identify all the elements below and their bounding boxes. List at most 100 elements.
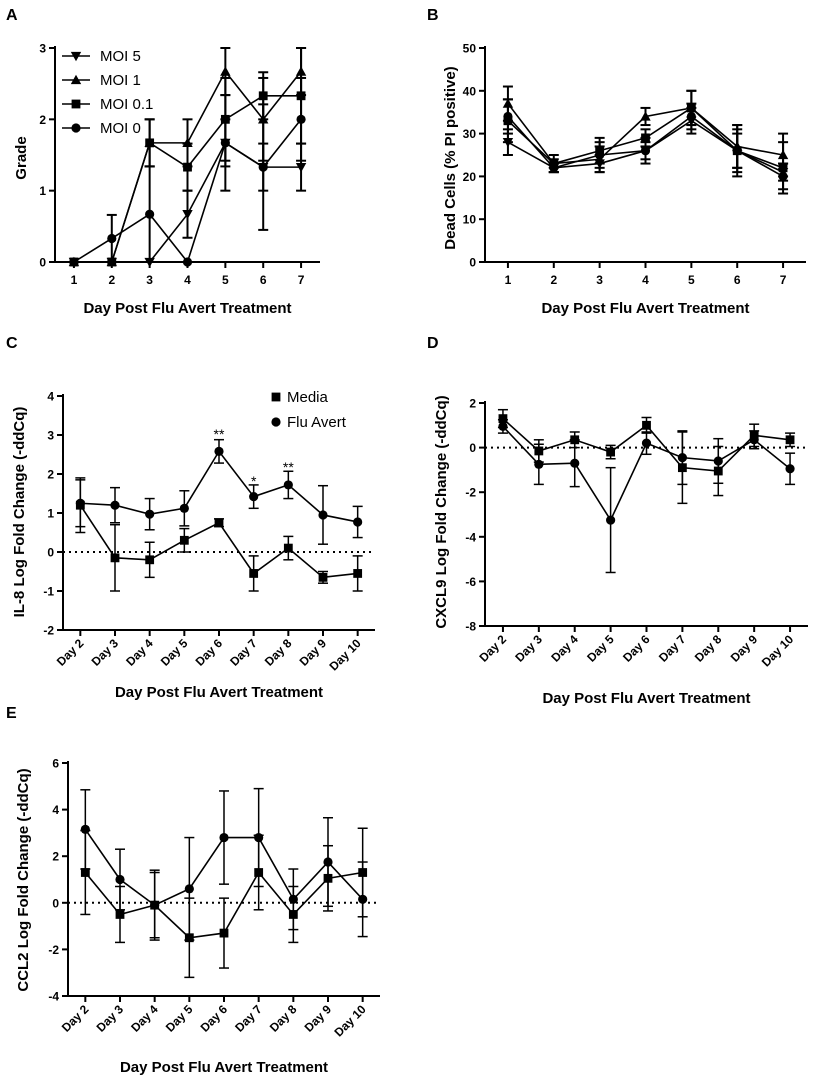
data-point-flu-avert (323, 857, 333, 867)
series-line-media (79, 504, 358, 579)
y-tick-label: 6 (52, 757, 59, 771)
data-point-media (249, 569, 259, 578)
x-tick-label: 2 (550, 273, 557, 287)
legend-marker-moi-0 (71, 123, 81, 133)
data-point-flu-avert (80, 824, 90, 835)
data-point-moi-5 (182, 210, 193, 220)
y-tick-label: 0 (52, 896, 59, 910)
y-tick-label: -2 (465, 486, 476, 500)
data-point-moi-0 (69, 257, 79, 267)
x-tick-label: Day 4 (128, 1002, 161, 1035)
data-point-moi-0 (640, 146, 651, 156)
x-axis-title: Day Post Flu Avert Treatment (541, 300, 749, 317)
x-tick-label: Day 9 (728, 632, 761, 665)
panel-a: A 0 1 2 3 1 2 3 4 5 6 7 Day Post Flu Avert Treatment… (6, 7, 320, 317)
data-point-media (80, 868, 90, 877)
data-point-flu-avert (75, 498, 85, 508)
data-point-moi-0 (296, 114, 306, 124)
series-flu-avert (497, 418, 796, 574)
data-point-flu-avert (145, 509, 155, 519)
y-tick-label: -4 (48, 990, 59, 1004)
data-point-media (318, 572, 328, 582)
x-tick-label: Day 8 (267, 1002, 300, 1035)
data-point-moi-0 (145, 209, 155, 219)
legend-marker-moi-1 (70, 74, 82, 85)
x-tick-label: 5 (688, 273, 695, 287)
legend: Media Flu Avert (271, 389, 347, 431)
data-point-moi-0 (182, 257, 193, 267)
y-axis-title: CXCL9 Log Fold Change (-ddCq) (433, 395, 450, 628)
data-point-media (283, 543, 293, 553)
y-tick-label: 2 (52, 850, 59, 864)
data-point-moi-0-1 (258, 91, 268, 101)
y-tick-label: 1 (39, 184, 46, 198)
data-point-flu-avert (254, 832, 264, 843)
y-tick-label: 3 (47, 429, 54, 443)
x-tick-label: 4 (642, 273, 649, 287)
legend-marker-media (271, 392, 281, 402)
data-point-moi-1 (640, 111, 651, 121)
data-point-moi-5 (295, 162, 307, 173)
x-axis-title: Day Post Flu Avert Treatment (542, 690, 750, 707)
panel-b: B 0 10 20 30 40 50 1 2 3 4 5 6 7 Day Post Flu Avert Tr… (427, 7, 806, 317)
data-point-media (498, 414, 508, 424)
y-axis-title: Dead Cells (% PI positive) (442, 66, 459, 249)
x-tick-label: Day 7 (227, 636, 260, 669)
y-tick-label: 1 (47, 507, 54, 521)
panel-letter-a: A (6, 7, 18, 24)
x-tick-label: Day 6 (198, 1002, 231, 1035)
y-tick-label: -2 (48, 943, 59, 957)
x-tick-label: Day 9 (302, 1002, 335, 1035)
y-tick-label: 2 (39, 113, 46, 127)
y-tick-label: 0 (469, 256, 476, 270)
y-tick-label: 2 (469, 397, 476, 411)
y-tick-label: -8 (465, 620, 476, 634)
data-point-flu-avert (498, 421, 508, 432)
data-point-flu-avert (214, 446, 224, 456)
y-tick-label: 10 (463, 213, 477, 227)
legend-marker-moi-5 (70, 51, 82, 62)
data-point-flu-avert (785, 464, 795, 474)
data-point-moi-0 (778, 171, 788, 181)
data-point-moi-0 (686, 111, 696, 122)
significance-marker: ** (214, 426, 225, 442)
data-point-flu-avert (110, 500, 120, 510)
x-tick-label: 6 (734, 273, 741, 287)
x-axis-title: Day Post Flu Avert Treatment (120, 1059, 328, 1076)
x-tick-label: Day 6 (193, 636, 226, 669)
data-point-media (179, 535, 189, 545)
y-axis-title: IL-8 Log Fold Change (-ddCq) (11, 407, 28, 618)
y-tick-label: 30 (463, 127, 477, 141)
y-tick-label: 0 (39, 256, 46, 270)
x-tick-label: 6 (260, 273, 267, 287)
x-tick-label: Day 7 (232, 1002, 265, 1035)
legend-marker-moi-0-1 (71, 99, 81, 109)
y-tick-label: 4 (52, 803, 59, 817)
y-tick-label: -2 (43, 624, 54, 638)
legend-label: MOI 0 (100, 120, 141, 137)
data-point-flu-avert (115, 874, 125, 885)
y-tick-label: 50 (463, 42, 477, 56)
y-tick-label: 3 (39, 42, 46, 56)
y-tick-label: 2 (47, 468, 54, 482)
legend-marker-flu-avert (271, 417, 281, 427)
data-point-moi-0 (503, 111, 513, 122)
data-point-media (606, 447, 616, 457)
x-tick-label: Day 4 (548, 632, 581, 665)
data-point-media (214, 518, 224, 528)
series-media (497, 408, 796, 505)
x-tick-label: Day 2 (59, 1002, 92, 1035)
series-moi-0 (69, 76, 307, 267)
significance-marker: ** (283, 459, 294, 475)
x-tick-label: Day 6 (620, 632, 653, 665)
data-point-flu-avert (288, 894, 298, 904)
data-point-flu-avert (283, 480, 293, 490)
data-point-flu-avert (249, 492, 259, 502)
data-point-moi-0 (107, 233, 117, 244)
data-point-moi-0 (549, 163, 559, 173)
panel-letter-d: D (427, 335, 439, 352)
data-point-flu-avert (179, 503, 189, 513)
x-tick-label: Day 3 (94, 1002, 127, 1035)
